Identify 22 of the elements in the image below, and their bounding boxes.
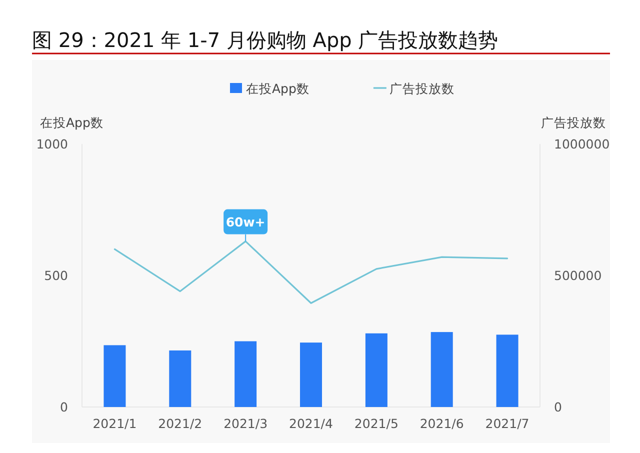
y2-tick-label: 1000000 [554,136,610,152]
x-tick-label: 2021/5 [354,416,398,431]
legend-label: 广告投放数 [389,81,454,96]
y-tick-label: 500 [44,268,68,283]
title: 图 29：2021 年 1-7 月份购物 App 广告投放数趋势 [32,28,498,52]
legend-item: 在投App数 [230,81,310,96]
x-tick-label: 2021/2 [158,416,202,431]
x-tick-label: 2021/1 [92,416,137,431]
legend-label: 在投App数 [246,81,310,96]
x-tick-label: 2021/4 [289,416,334,431]
callout: 60w+ [224,209,268,242]
annotation: 60w+ [226,214,266,230]
y2-tick-label: 500000 [554,268,602,283]
x-tick-label: 2021/3 [224,416,268,431]
y-tick-label: 0 [60,400,68,414]
y-axis-title: 在投App数 [40,115,104,130]
y2-tick-label: 0 [554,400,562,414]
x-tick-label: 2021/7 [485,416,530,431]
x-tick-label: 2021/6 [420,416,464,431]
y-tick-label: 1000 [36,136,68,152]
y2-axis-title: 广告投放数 [541,115,606,130]
legend-item: 广告投放数 [373,81,454,96]
